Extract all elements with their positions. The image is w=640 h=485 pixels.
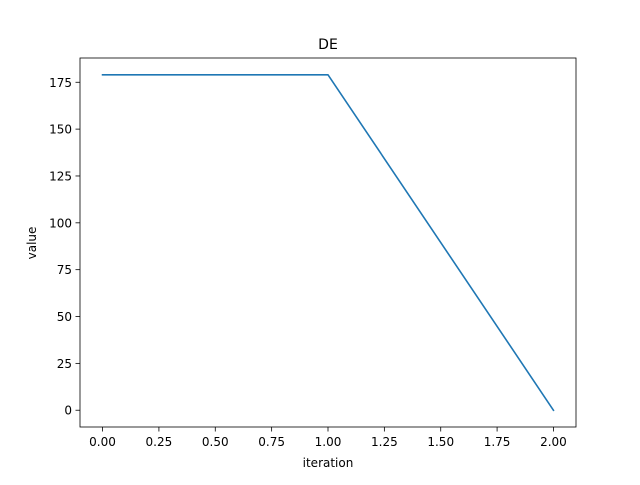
series-line <box>101 73 555 412</box>
x-tick-label: 0.50 <box>202 435 229 449</box>
x-tick-label: 1.00 <box>315 435 342 449</box>
y-axis-label: value <box>25 227 39 260</box>
y-tick-label: 150 <box>49 123 72 137</box>
y-tick-label: 25 <box>57 357 72 371</box>
x-tick-label: 0.75 <box>258 435 285 449</box>
y-tick-label: 0 <box>64 404 72 418</box>
y-tick-label: 100 <box>49 216 72 230</box>
x-axis-ticks: 0.00 0.25 0.50 0.75 1.00 1.25 1.50 1.75 2.00 <box>89 427 567 449</box>
chart-title: DE <box>318 37 338 53</box>
series-layer <box>101 73 555 412</box>
y-tick-label: 125 <box>49 169 72 183</box>
x-tick-label: 0.00 <box>89 435 116 449</box>
x-tick-label: 0.25 <box>146 435 173 449</box>
y-axis-ticks: 0 25 50 75 100 125 150 175 <box>49 76 80 418</box>
x-tick-label: 1.25 <box>371 435 398 449</box>
y-tick-label: 175 <box>49 76 72 90</box>
x-axis-label: iteration <box>303 456 354 470</box>
x-tick-label: 2.00 <box>540 435 567 449</box>
x-tick-label: 1.75 <box>484 435 511 449</box>
y-tick-label: 50 <box>57 310 72 324</box>
x-tick-label: 1.50 <box>427 435 454 449</box>
y-tick-label: 75 <box>57 263 72 277</box>
